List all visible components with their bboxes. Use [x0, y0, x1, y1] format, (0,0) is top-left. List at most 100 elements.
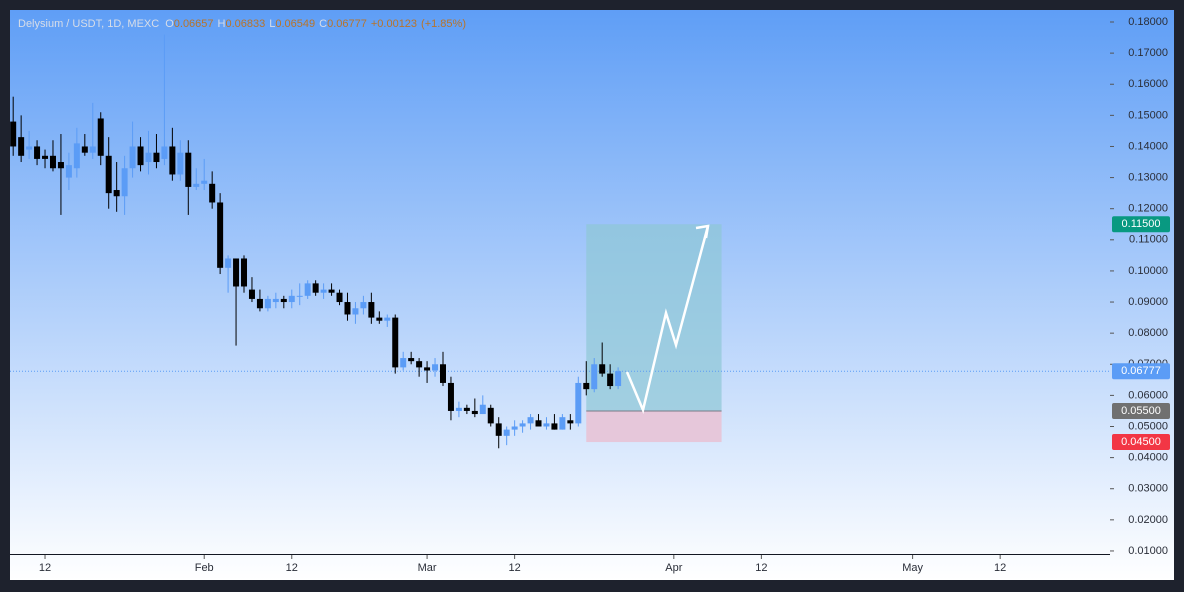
loss-zone: [586, 410, 722, 443]
candle-body: [288, 295, 295, 303]
y-tick-label: 0.01000: [1128, 545, 1168, 557]
x-tick-label: 12: [286, 562, 298, 574]
candle-body: [233, 258, 240, 287]
candle-body: [376, 317, 383, 321]
candle-body: [535, 420, 542, 427]
x-tick-label: Feb: [195, 562, 214, 574]
candle-body: [352, 308, 359, 315]
candle-body: [49, 155, 56, 169]
candle-body: [424, 367, 431, 371]
candle-body: [256, 298, 263, 309]
candle-body: [519, 423, 526, 427]
header-c-label: C: [319, 18, 327, 30]
x-tick-label: May: [902, 562, 923, 574]
candle-body: [304, 283, 311, 296]
y-tick-label: 0.02000: [1128, 514, 1168, 526]
candle-body: [248, 289, 255, 299]
candle-body: [416, 361, 423, 368]
header-l-label: L: [269, 18, 275, 30]
candle-body: [177, 152, 184, 175]
price-tag-label: 0.04500: [1121, 436, 1161, 448]
header-change: +0.00123: [371, 18, 417, 30]
candle-body: [129, 146, 136, 169]
candle-body: [201, 180, 208, 184]
candle-body: [42, 155, 49, 159]
y-tick-label: 0.03000: [1128, 483, 1168, 495]
price-tag: [1112, 216, 1170, 233]
arrow-head: [695, 224, 710, 239]
header-open: 0.06657: [174, 18, 214, 30]
candle-body: [18, 137, 25, 156]
candle-body: [280, 298, 287, 303]
candle-body: [185, 152, 192, 187]
y-tick-label: 0.08000: [1128, 327, 1168, 339]
x-tick-label: 12: [39, 562, 51, 574]
forecast-arrow: [625, 225, 710, 415]
candle-body: [296, 295, 303, 297]
header-close: 0.06777: [327, 18, 367, 30]
candle-body: [392, 317, 399, 368]
candle-body: [599, 364, 606, 374]
candle-body: [463, 407, 470, 411]
y-tick-label: 0.14000: [1128, 140, 1168, 152]
x-tick-label: 12: [755, 562, 767, 574]
candle-body: [567, 420, 574, 424]
candle-body: [575, 382, 582, 424]
candle-body: [495, 423, 502, 436]
candle-body: [217, 202, 224, 268]
x-tick-label: 12: [994, 562, 1006, 574]
header-low: 0.06549: [275, 18, 315, 30]
candle-body: [65, 165, 72, 178]
candle-body: [384, 317, 391, 321]
candle-body: [455, 407, 462, 411]
candle-body: [408, 358, 415, 362]
candle-body: [591, 364, 598, 390]
header-title: Delysium / USDT, 1D, MEXC: [18, 18, 159, 30]
y-tick-label: 0.11000: [1129, 234, 1168, 246]
candle-body: [368, 302, 375, 318]
candle-body: [344, 302, 351, 315]
candle-body: [471, 410, 478, 415]
header-change-pct: (+1.85%): [421, 18, 466, 30]
candle-body: [73, 143, 80, 169]
price-tag-label: 0.05500: [1121, 405, 1161, 417]
candle-body: [241, 258, 248, 287]
y-tick-label: 0.15000: [1128, 109, 1168, 121]
candle-body: [360, 302, 367, 309]
candle-body: [543, 423, 550, 427]
candle-body: [400, 358, 407, 368]
candle-body: [153, 152, 160, 163]
price-tag: [1112, 434, 1170, 451]
candle-body: [527, 417, 534, 424]
price-tag: [1112, 363, 1170, 380]
candle-body: [113, 190, 120, 197]
candle-body: [551, 423, 558, 430]
candle-body: [161, 146, 168, 159]
candle-body: [312, 283, 319, 293]
candle-body: [10, 121, 17, 147]
candle-body: [487, 407, 494, 424]
y-tick-label: 0.05000: [1128, 420, 1168, 432]
y-tick-label: 0.17000: [1128, 47, 1168, 59]
candle-body: [439, 364, 446, 383]
header-high: 0.06833: [225, 18, 265, 30]
y-tick-label: 0.18000: [1128, 16, 1168, 28]
y-tick-label: 0.04000: [1128, 452, 1168, 464]
candle-body: [89, 146, 96, 153]
x-tick-label: Mar: [418, 562, 437, 574]
header-o-label: O: [165, 18, 174, 30]
x-tick-label: 12: [509, 562, 521, 574]
candle-body: [169, 146, 176, 175]
candle-body: [447, 382, 454, 411]
candle-body: [272, 298, 279, 303]
y-tick-label: 0.10000: [1128, 265, 1168, 277]
y-tick-label: 0.09000: [1128, 296, 1168, 308]
candle-body: [209, 183, 216, 203]
price-tag-label: 0.11500: [1122, 218, 1161, 230]
candle-body: [432, 364, 439, 371]
candle-body: [264, 298, 271, 309]
candle-body: [320, 289, 327, 293]
candle-body: [559, 417, 566, 430]
candle-body: [105, 155, 112, 194]
